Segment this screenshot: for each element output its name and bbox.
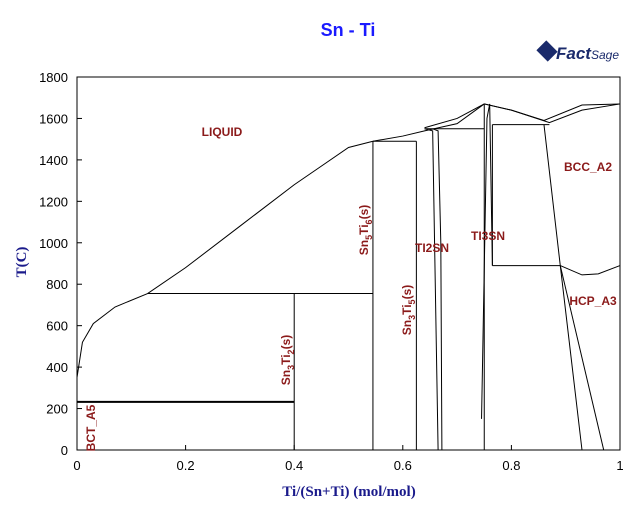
phase-label: BCT_A5 (84, 404, 98, 451)
logo-part: Fact (556, 44, 592, 63)
y-tick-label: 1200 (39, 194, 68, 209)
y-tick-label: 800 (46, 277, 68, 292)
y-tick-label: 1000 (39, 236, 68, 251)
x-tick-label: 0.6 (394, 458, 412, 473)
y-tick-label: 400 (46, 360, 68, 375)
y-tick-label: 1800 (39, 70, 68, 85)
phase-label: Sn5Ti6(s) (357, 205, 374, 256)
phase-label: LIQUID (202, 125, 243, 139)
phase-boundary (543, 124, 583, 451)
label-part: Sn (400, 320, 414, 335)
y-tick-label: 1600 (39, 111, 68, 126)
subscript: 3 (407, 315, 417, 320)
label-part: BCC_A2 (564, 160, 612, 174)
subscript: 3 (286, 365, 296, 370)
y-tick-label: 0 (61, 443, 68, 458)
logo-part: Sage (591, 48, 619, 62)
subscript: 6 (364, 219, 374, 224)
label-part: (s) (400, 285, 414, 300)
label-part: Ti (357, 224, 371, 234)
label-part: Ti (279, 354, 293, 364)
x-tick-label: 0.4 (285, 458, 303, 473)
y-axis-label: T(C) (14, 247, 30, 278)
chart-title: Sn - Ti (321, 20, 376, 40)
phase-label: Sn3Ti2(s) (279, 335, 296, 386)
phase-label: Sn3Ti5(s) (400, 285, 417, 336)
phase-label: TI3SN (471, 229, 505, 243)
phase-boundary (481, 103, 493, 419)
label-part: Ti (400, 304, 414, 314)
label-part: (s) (357, 205, 371, 220)
x-tick-label: 1 (616, 458, 623, 473)
y-tick-label: 200 (46, 402, 68, 417)
phase-boundary (432, 128, 443, 451)
label-part: (s) (279, 335, 293, 350)
y-tick-label: 1400 (39, 153, 68, 168)
subscript: 5 (364, 235, 374, 240)
phase-boundary (424, 128, 439, 451)
phase-boundary (372, 103, 485, 142)
label-part: BCT_A5 (84, 404, 98, 451)
phase-label: TI2SN (415, 241, 449, 255)
logo-text: FactSage (556, 44, 619, 63)
logo-icon (536, 40, 558, 62)
phase-label: BCC_A2 (564, 160, 612, 174)
subscript: 2 (286, 349, 296, 354)
phase-boundary (76, 140, 374, 378)
label-part: TI2SN (415, 241, 449, 255)
phase-boundary (484, 103, 621, 122)
x-axis-label: Ti/(Sn+Ti) (mol/mol) (282, 484, 415, 500)
subscript: 5 (407, 299, 417, 304)
label-part: Sn (279, 370, 293, 385)
x-tick-label: 0 (73, 458, 80, 473)
y-tick-label: 600 (46, 319, 68, 334)
label-part: TI3SN (471, 229, 505, 243)
phase-label: HCP_A3 (569, 294, 617, 308)
plot-frame (76, 76, 621, 451)
x-tick-label: 0.8 (502, 458, 520, 473)
label-part: Sn (357, 240, 371, 255)
label-part: HCP_A3 (569, 294, 617, 308)
logo: FactSage (536, 40, 619, 63)
x-tick-label: 0.2 (177, 458, 195, 473)
phase-boundary (559, 265, 605, 451)
label-part: LIQUID (202, 125, 243, 139)
phase-boundary (560, 265, 621, 276)
